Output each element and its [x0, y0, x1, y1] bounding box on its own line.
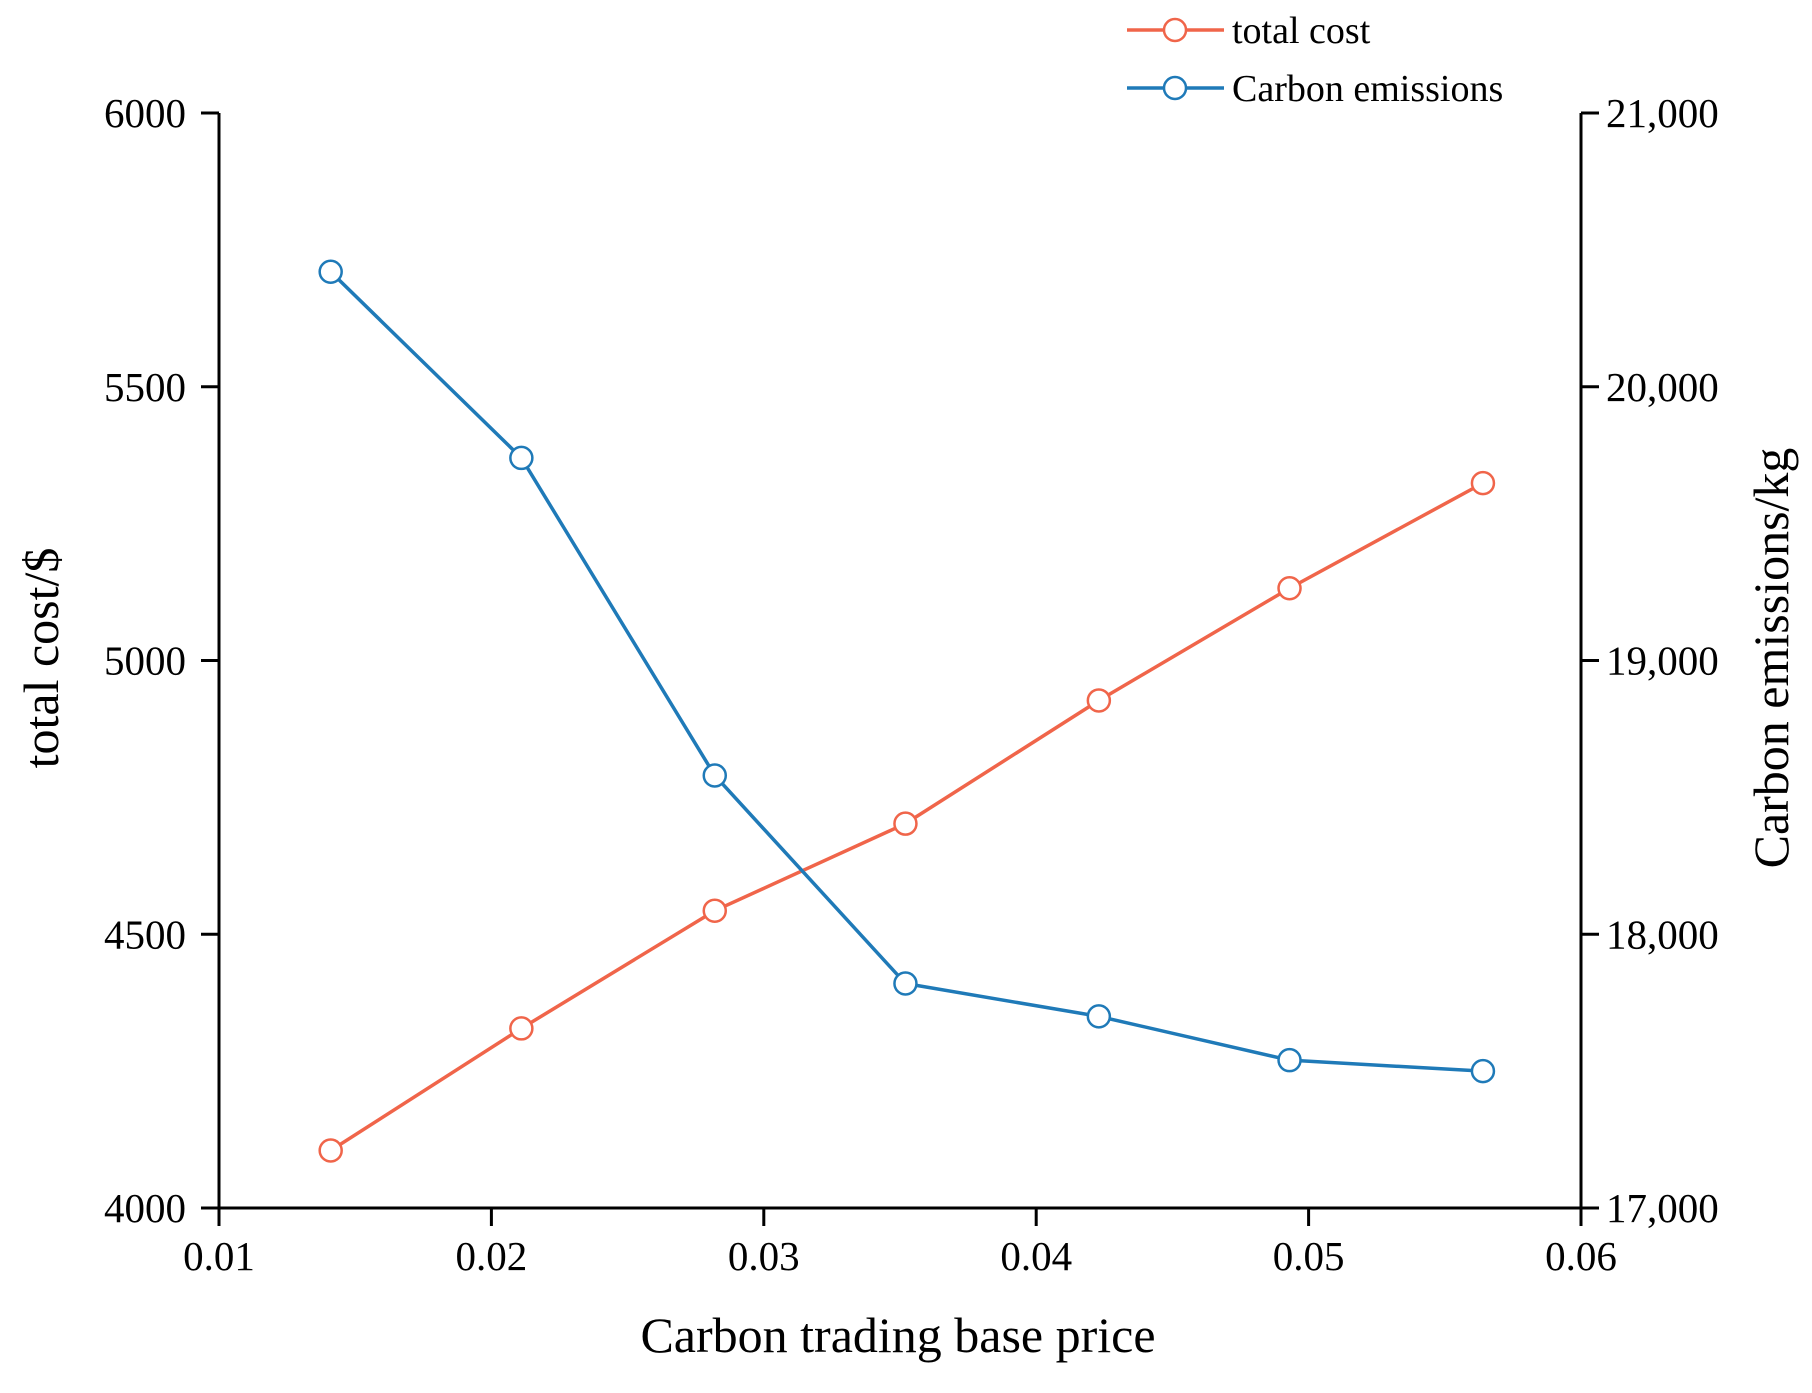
total-cost-point: [702, 898, 728, 923]
total-cost-point: [893, 811, 918, 836]
y-left-tick-label: 6000: [104, 90, 186, 136]
legend-total-cost-marker: [1162, 17, 1188, 43]
carbon-emissions-point: [1277, 1047, 1302, 1073]
total-cost-point: [1470, 470, 1496, 496]
x-tick-label: 0.01: [183, 1233, 255, 1279]
carbon-emissions-point: [893, 971, 918, 996]
legend-carbon-emissions-label: Carbon emissions: [1232, 68, 1503, 110]
y-axis-right-title: Carbon emissions/kg: [1743, 448, 1799, 869]
total-cost-point: [318, 1138, 343, 1163]
carbon-emissions-point: [1470, 1058, 1496, 1084]
x-tick-label: 0.03: [728, 1233, 800, 1279]
y-right-tick-label: 19,000: [1606, 638, 1719, 684]
x-axis-title: Carbon trading base price: [640, 1307, 1155, 1363]
y-right-tick-label: 18,000: [1606, 911, 1719, 957]
carbon-emissions-point: [318, 259, 343, 285]
carbon-emissions-point: [702, 763, 728, 788]
legend-carbon-emissions-marker: [1162, 75, 1188, 101]
ticks-layer: 0.01 0.02 0.03 0.04 0.05 0.06 4000 4500 5000 5500…: [104, 90, 1719, 1279]
x-tick-label: 0.02: [456, 1233, 528, 1279]
y-left-tick-label: 4000: [104, 1185, 186, 1231]
y-right-tick-label: 20,000: [1606, 364, 1719, 410]
legend: total cost Carbon emissions: [1127, 10, 1503, 110]
axes-layer: [217, 113, 1583, 1210]
x-tick-label: 0.06: [1545, 1233, 1617, 1279]
y-left-tick-label: 4500: [104, 911, 186, 957]
y-left-tick-label: 5500: [104, 364, 186, 410]
y-axis-left-title: total cost/$: [13, 548, 69, 769]
x-tick-label: 0.04: [1000, 1233, 1072, 1279]
legend-total-cost-label: total cost: [1232, 10, 1371, 52]
total-cost-point: [509, 1016, 534, 1041]
x-tick-label: 0.05: [1273, 1233, 1345, 1279]
carbon-emissions-point: [509, 445, 534, 471]
y-right-tick-label: 21,000: [1606, 90, 1719, 136]
y-left-tick-label: 5000: [104, 638, 186, 684]
total-cost-point: [1277, 575, 1302, 601]
y-right-tick-label: 17,000: [1606, 1185, 1719, 1231]
total-cost-point: [1086, 688, 1112, 713]
carbon-emissions-line: [329, 270, 1484, 1073]
carbon-emissions-point: [1086, 1004, 1112, 1029]
series-layer: [318, 259, 1496, 1163]
